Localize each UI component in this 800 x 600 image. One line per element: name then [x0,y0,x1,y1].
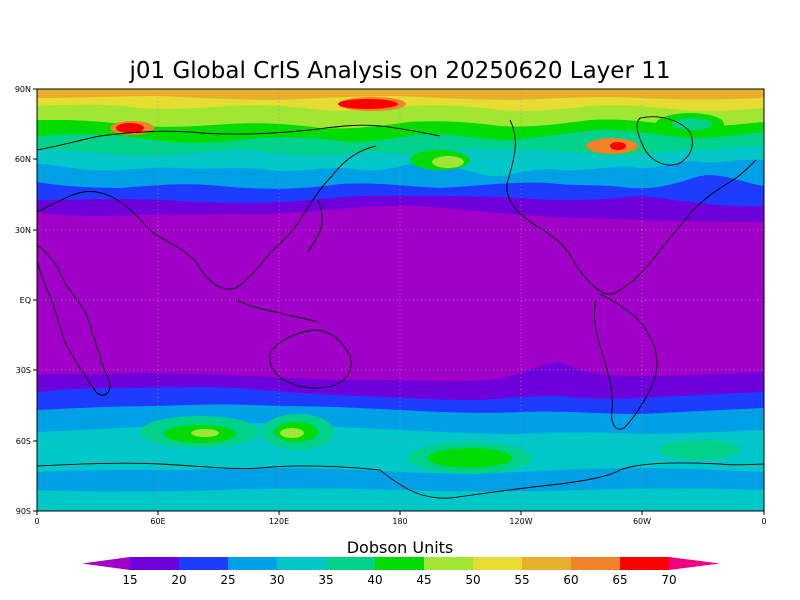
south-pacific-patch-core [428,448,512,468]
nh-band-60 [37,89,764,100]
canada-maximum-core [610,142,626,150]
arctic-maximum-core [338,99,398,109]
colorbar-segment [571,557,620,570]
south-indian-patch-peak [191,429,219,437]
map-panel [37,89,764,511]
x-tick-label: 0 [761,517,766,526]
colorbar-segment [522,557,571,570]
colorbar-segment [424,557,473,570]
colorbar: 15 20 25 30 35 40 45 50 55 60 65 70 [82,557,720,587]
y-tick-label: 30N [15,226,31,235]
colorbar-tick-label: 30 [269,573,284,587]
colorbar-tick-label: 15 [122,573,137,587]
colorbar-tick-label: 60 [563,573,578,587]
colorbar-segment [130,557,179,570]
x-tick-label: 60E [150,517,165,526]
colorbar-segment [473,557,522,570]
south-america-coast [593,293,658,430]
colorbar-segment [228,557,277,570]
y-tick-label: 90S [16,507,31,516]
colorbar-tick-label: 65 [612,573,627,587]
colorbar-segment [620,557,669,570]
x-tick-label: 120E [269,517,289,526]
antarctica-coast [37,462,764,499]
colorbar-segment [375,557,424,570]
arctic-coast [37,124,441,151]
europe-asia-coast [37,145,377,290]
africa-coast [37,244,111,396]
y-tick-label: 90N [15,85,31,94]
x-tick-label: 180 [392,517,407,526]
colorbar-tick-label: 55 [514,573,529,587]
australia-coast [269,329,352,389]
colorbar-tick-label: 70 [661,573,676,587]
colorbar-tick-label: 45 [416,573,431,587]
colorbar-tick-label: 20 [171,573,186,587]
y-tick-label: 30S [16,366,31,375]
pacific-patch-inner [432,156,464,168]
colorbar-segment [277,557,326,570]
colorbar-segment [179,557,228,570]
x-axis: 0 60E 120E 180 120W 60W 0 [34,511,767,526]
south-atlantic-patch [660,440,740,460]
colorbar-tick-label: 35 [318,573,333,587]
south-tasman-patch-peak [280,428,304,438]
y-tick-label: 60N [15,155,31,164]
colorbar-segment [326,557,375,570]
map-title: j01 Global CrIS Analysis on 20250620 Lay… [129,58,671,84]
coastlines [37,116,764,499]
north-america-coast [506,119,757,295]
colorbar-tick-label: 40 [367,573,382,587]
colorbar-tick-label: 25 [220,573,235,587]
sh-band-35-polar [37,488,764,511]
x-tick-label: 0 [34,517,39,526]
eurasia-maximum-core [116,123,144,133]
greenland-coast [636,116,693,166]
x-tick-label: 60W [633,517,651,526]
colorbar-arrow-high [669,557,720,570]
y-tick-label: 60S [16,437,31,446]
japan-coast [307,199,323,253]
colorbar-arrow-low [82,557,130,570]
colorbar-tick-label: 50 [465,573,480,587]
colorbar-title: Dobson Units [347,538,454,557]
indonesia-coast [235,299,319,323]
y-axis: 90N 60N 30N EQ 30S 60S 90S [15,85,37,516]
y-tick-label: EQ [20,296,31,305]
x-tick-label: 120W [509,517,532,526]
hudson-patch-inner [672,118,712,130]
